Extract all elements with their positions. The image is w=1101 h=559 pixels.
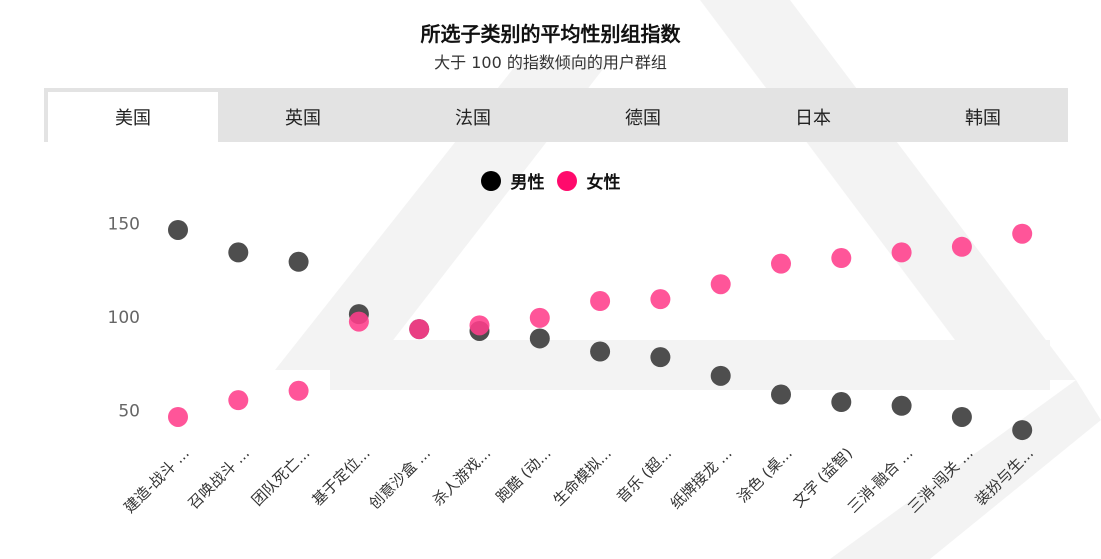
tab-japan[interactable]: 日本 [795,108,831,129]
x-tick-label: 涂色 (桌... [734,444,796,506]
female-point[interactable] [228,390,249,411]
x-tick-label: 建造-战斗 ... [120,444,192,516]
female-point[interactable] [650,289,671,310]
y-tick-label: 100 [108,308,140,328]
male-point[interactable] [650,347,671,368]
male-point[interactable] [168,219,188,240]
female-point[interactable] [831,248,852,269]
female-point[interactable] [951,236,972,257]
tab-uk[interactable]: 英国 [285,108,321,129]
x-tick-label: 团队死亡... [248,444,313,509]
male-point[interactable] [590,341,611,362]
x-tick-label: 召唤战斗 ... [184,444,253,513]
x-tick-label: 杀人游戏... [429,444,494,509]
male-point[interactable] [831,392,852,413]
legend-female-swatch [556,170,577,191]
legend-male-swatch [480,170,501,191]
female-point[interactable] [348,311,369,332]
x-tick-label: 纸牌接龙 ... [667,444,736,513]
male-point[interactable] [891,395,912,416]
page-title: 所选子类别的平均性别组指数 [420,22,681,46]
x-tick-label: 跑酷 (动... [492,444,554,506]
y-tick-label: 150 [108,215,140,235]
legend-item-female[interactable]: 女性 [556,168,621,193]
chart-legend: 男性 女性 [0,168,1101,193]
tab-france[interactable]: 法国 [455,108,491,129]
female-point[interactable] [469,315,490,336]
female-point[interactable] [1012,223,1033,244]
y-tick-label: 50 [118,402,140,422]
tab-germany[interactable]: 德国 [625,108,661,129]
female-point[interactable] [168,406,188,427]
male-point[interactable] [288,251,309,272]
tab-us[interactable]: 美国 [48,92,218,142]
female-point[interactable] [710,274,731,295]
male-point[interactable] [228,242,249,263]
x-tick-label: 装扮与生... [972,444,1037,509]
male-point[interactable] [529,328,550,349]
female-point[interactable] [288,380,309,401]
female-point[interactable] [891,242,912,263]
male-point[interactable] [951,406,972,427]
x-tick-label: 音乐 (超... [613,444,675,506]
x-tick-label: 基于定位... [308,444,373,509]
page-subtitle: 大于 100 的指数倾向的用户群组 [434,53,667,72]
female-point[interactable] [529,307,550,328]
x-tick-label: 生命模拟... [550,444,615,509]
country-tabs: 美国 英国 法国 德国 日本 韩国 [44,88,1068,142]
female-point[interactable] [771,253,791,274]
male-point[interactable] [710,365,731,386]
female-point[interactable] [409,319,430,340]
tab-korea[interactable]: 韩国 [965,108,1001,129]
male-point[interactable] [771,384,791,405]
x-tick-label: 创意沙盒 ... [365,444,434,513]
legend-male-label: 男性 [510,173,545,193]
male-point[interactable] [1012,420,1033,441]
female-point[interactable] [590,291,611,312]
legend-item-male[interactable]: 男性 [480,168,545,193]
legend-female-label: 女性 [586,173,621,193]
x-tick-label: 三消-闯关 ... [904,444,976,516]
